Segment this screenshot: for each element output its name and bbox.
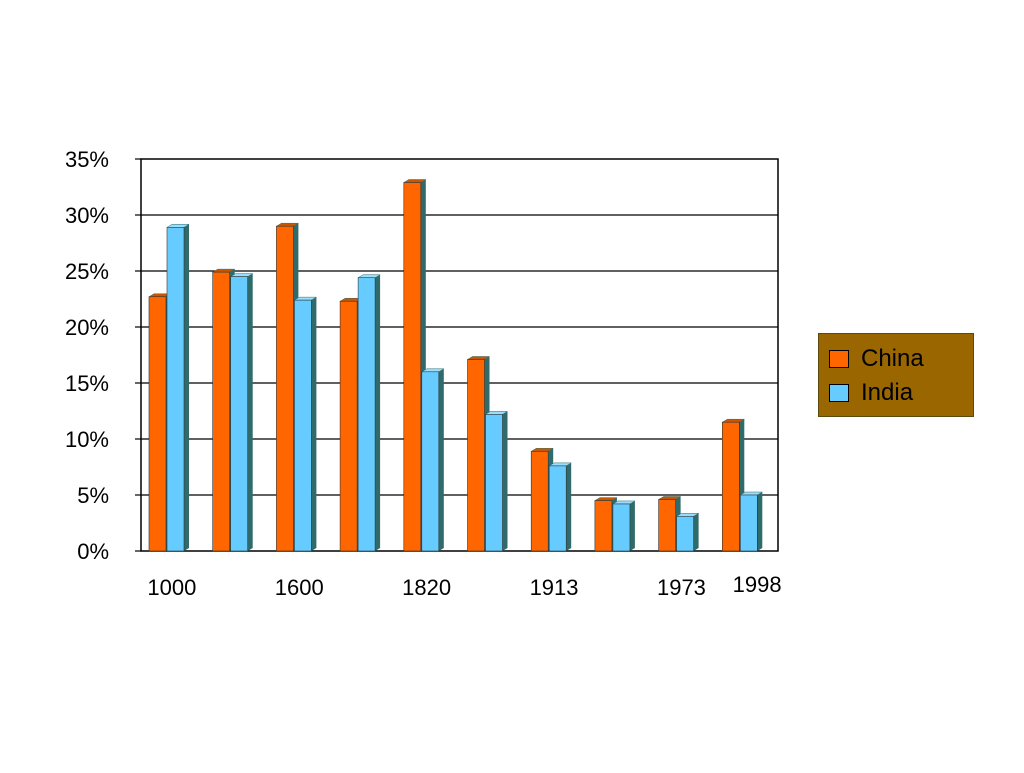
y-tick-label: 30% [65, 203, 109, 228]
bar-side [184, 224, 189, 551]
y-tick-label: 20% [65, 315, 109, 340]
x-tick-label: 1600 [275, 575, 324, 600]
bar-india-1000 [166, 227, 185, 552]
bar-india-1700 [357, 277, 376, 552]
bar-side [629, 500, 635, 551]
bar-china-1600 [276, 225, 294, 552]
y-tick-label: 35% [65, 147, 109, 172]
bar-india-1820 [421, 371, 440, 552]
bar-india-1998 [739, 494, 758, 552]
legend-item-china: China [829, 344, 924, 374]
bar-side [375, 274, 381, 551]
bar-india-1600 [294, 299, 312, 552]
bar-china-1870 [467, 359, 485, 552]
legend-swatch-india [829, 384, 849, 402]
bar-china-1820 [403, 182, 422, 552]
x-tick-label: 1998 [733, 572, 782, 597]
legend-label-india: India [861, 379, 914, 406]
legend: China India [818, 333, 974, 417]
bar-china-1700 [339, 300, 358, 552]
bar-india-1870 [485, 414, 503, 552]
y-tick-label: 15% [65, 371, 109, 396]
bar-side [438, 368, 444, 551]
bar-china-1500 [212, 271, 230, 552]
y-tick-label: 0% [77, 539, 109, 564]
x-tick-label: 1913 [530, 575, 579, 600]
legend-item-india: India [829, 378, 913, 408]
x-tick-label: 1000 [147, 575, 196, 600]
bar-india-1950 [612, 503, 631, 552]
y-tick-label: 5% [77, 483, 109, 508]
bar-side [757, 492, 763, 551]
y-tick-label: 25% [65, 259, 109, 284]
bar-china-1000 [148, 296, 167, 552]
bar-china-1998 [721, 421, 740, 552]
bar-side [502, 411, 508, 551]
y-tick-label: 10% [65, 427, 109, 452]
bar-india-1973 [676, 515, 694, 552]
bar-side [311, 297, 317, 551]
bar-side [693, 513, 699, 551]
bar-china-1973 [658, 499, 676, 552]
x-tick-label: 1973 [657, 575, 706, 600]
legend-swatch-china [829, 350, 849, 368]
bar-side [247, 273, 253, 551]
bar-india-1913 [548, 465, 567, 552]
bar-china-1913 [530, 451, 549, 552]
x-tick-label: 1820 [402, 575, 451, 600]
bar-india-1500 [230, 276, 248, 552]
bar-side [566, 462, 572, 551]
legend-label-china: China [861, 345, 924, 372]
bar-china-1950 [594, 500, 613, 552]
